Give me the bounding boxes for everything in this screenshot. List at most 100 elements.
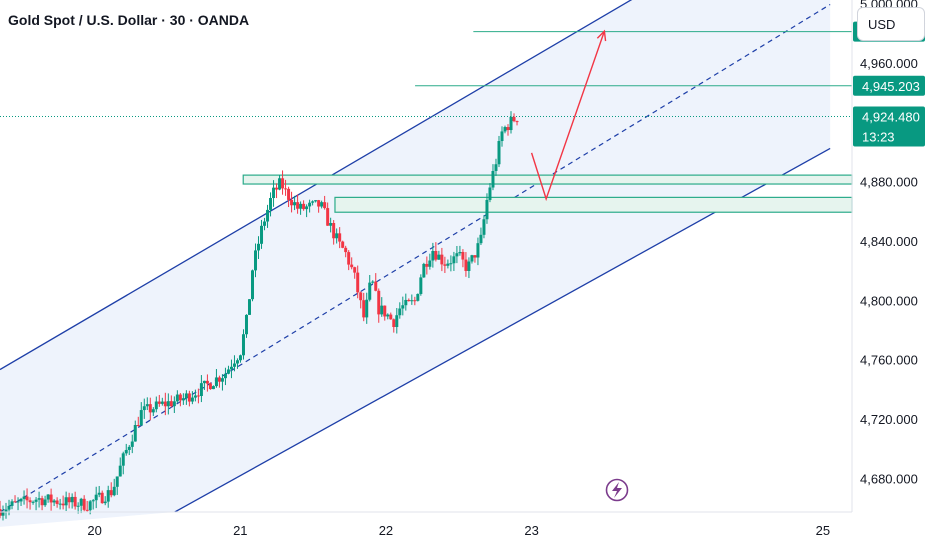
candle-body <box>229 366 233 370</box>
candle-body <box>254 250 258 271</box>
candle-body <box>70 496 74 503</box>
candle-body <box>163 401 167 407</box>
candle-body <box>217 377 221 382</box>
candle-body <box>431 250 435 261</box>
candle <box>512 113 516 123</box>
candle-body <box>422 263 426 278</box>
candle-body <box>308 202 312 207</box>
candle-body <box>341 241 345 248</box>
price-axis[interactable]: 4,680.000 4,720.000 4,760.000 4,800.000 4,84… <box>860 0 918 486</box>
candle <box>374 273 378 292</box>
candle-body <box>251 270 255 300</box>
level-layer <box>0 31 852 118</box>
candle-body <box>94 494 98 501</box>
candle <box>70 493 74 509</box>
candle-body <box>290 199 294 206</box>
candle <box>446 259 450 269</box>
candle-body <box>34 499 38 502</box>
candle <box>341 240 345 249</box>
candle <box>25 488 29 509</box>
time-axis[interactable]: 20 21 22 23 25 <box>87 523 830 538</box>
candle-body <box>500 131 504 142</box>
candle <box>251 269 255 302</box>
candle <box>485 193 489 224</box>
candle-body <box>118 465 122 477</box>
candle-body <box>317 200 321 207</box>
candle <box>329 217 333 233</box>
candle-body <box>142 406 146 411</box>
candle <box>497 135 501 168</box>
candle-body <box>434 250 438 260</box>
candle <box>272 180 276 207</box>
candle <box>67 492 71 509</box>
candle-body <box>464 259 468 271</box>
y-tick-label: 4,680.000 <box>860 471 918 486</box>
candle <box>410 294 414 305</box>
candle-body <box>419 277 423 294</box>
candle-body <box>509 116 513 131</box>
candle-body <box>181 398 185 401</box>
currency-button[interactable]: USD <box>857 7 925 41</box>
last-price-tag-countdown: 13:23 <box>862 130 895 145</box>
candle <box>494 158 498 176</box>
candle-body <box>223 373 227 379</box>
candle-body <box>413 300 417 302</box>
candle <box>254 243 258 278</box>
candle <box>178 393 182 407</box>
candle <box>238 354 242 363</box>
candle <box>476 237 480 266</box>
candle <box>371 280 375 284</box>
candle-body <box>272 187 276 199</box>
candle <box>244 314 248 338</box>
candle-body <box>79 498 83 506</box>
candle-body <box>437 254 441 260</box>
x-tick-label: 21 <box>233 523 247 538</box>
candle-body <box>154 401 158 410</box>
candle <box>22 490 26 505</box>
candle-body <box>127 446 131 450</box>
candle-body <box>362 300 366 318</box>
candle-body <box>392 319 396 328</box>
candle-body <box>187 393 191 402</box>
candle-body <box>103 501 107 504</box>
candle-body <box>425 263 429 267</box>
candle-body <box>136 425 140 427</box>
candle <box>172 396 176 414</box>
candle-body <box>368 282 372 300</box>
projection-layer <box>530 29 607 202</box>
candle <box>169 395 173 408</box>
candle-body <box>100 492 104 504</box>
candle <box>199 375 203 403</box>
candle <box>7 499 11 516</box>
candle-body <box>329 222 333 226</box>
candle <box>320 200 324 209</box>
candle <box>314 200 318 203</box>
candle-body <box>398 308 402 316</box>
candle <box>386 313 390 320</box>
candle-body <box>257 243 261 251</box>
candle <box>299 201 303 215</box>
candle-body <box>503 127 507 132</box>
candle-body <box>377 290 381 315</box>
candle-body <box>244 314 248 335</box>
candle <box>127 445 131 455</box>
candle <box>293 195 297 211</box>
candle-body <box>266 209 270 222</box>
candle-body <box>305 206 309 210</box>
candle-body <box>338 233 342 242</box>
candle <box>398 302 402 319</box>
candle <box>413 296 417 306</box>
candle-body <box>461 252 465 260</box>
candle <box>193 389 197 402</box>
candle-body <box>52 500 56 503</box>
candle <box>184 390 188 405</box>
candle-body <box>296 202 300 209</box>
candle-body <box>64 497 68 506</box>
candle-body <box>184 393 188 399</box>
candle-body <box>443 264 447 266</box>
candle <box>503 125 507 134</box>
lightning-icon[interactable] <box>605 478 629 502</box>
candle-body <box>386 314 390 317</box>
level-tag-1-value: 4,945.203 <box>862 79 920 94</box>
